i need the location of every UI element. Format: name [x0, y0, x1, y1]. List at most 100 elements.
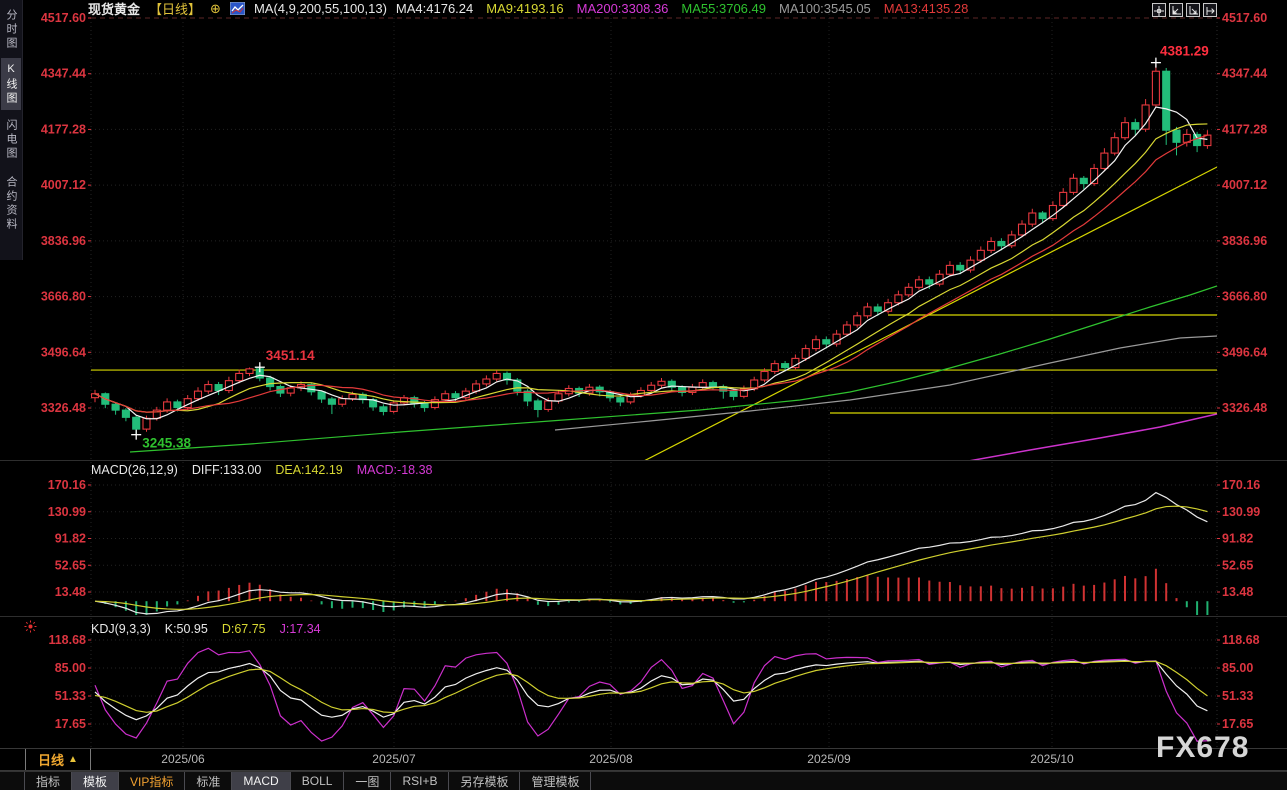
candle-body	[1059, 191, 1068, 207]
candle-body	[626, 394, 635, 403]
candle-body	[451, 393, 460, 399]
macd-dea-line	[94, 505, 1208, 610]
axis-label-right: 3496.64	[1222, 345, 1267, 359]
candle-body	[533, 400, 542, 411]
axis-label-left: 4517.60	[41, 11, 86, 25]
indicator-tab-指标[interactable]: 指标	[24, 772, 73, 790]
macd-hist-value: MACD:-18.38	[356, 463, 433, 477]
candle-body	[1162, 70, 1171, 131]
chart-type-sidebar: 分时图 K线图 闪电图 合约资料	[0, 0, 23, 260]
candle-body	[307, 384, 316, 393]
candle-body	[647, 384, 656, 392]
indicator-tab-管理模板[interactable]: 管理模板	[520, 772, 592, 790]
indicator-tab-bar: 指标 模板 VIP指标 标准 MACD BOLL 一图 RSI+B 另存模板 管理模板	[0, 771, 1287, 790]
candles-layer	[91, 62, 1212, 435]
candle-body	[173, 401, 182, 409]
kdj-j-value: J:17.34	[279, 622, 321, 636]
macd-diff-value: DIFF:133.00	[191, 463, 262, 477]
axis-label-left: 170.16	[48, 478, 86, 492]
candle-body	[379, 406, 388, 412]
kdj-panel	[94, 647, 1208, 742]
axis-label-left: 91.82	[55, 532, 86, 546]
candle-body	[801, 348, 810, 359]
candle-body	[1131, 122, 1140, 130]
indicator-tab-模板[interactable]: 模板	[72, 772, 120, 790]
ma-legend-values: MA4:4176.24 MA9:4193.16 MA200:3308.36 MA55:…	[396, 1, 968, 16]
indicator-tab-一图[interactable]: 一图	[344, 772, 392, 790]
price-annotation-text: 3245.38	[142, 436, 191, 451]
indicator-tab-另存模板[interactable]: 另存模板	[449, 772, 521, 790]
period-label: 日线	[38, 753, 65, 768]
candle-body	[904, 286, 913, 296]
candle-body	[997, 240, 1006, 247]
main-panel	[91, 62, 1217, 460]
ma-line-ma55	[129, 285, 1217, 453]
chart-legend-header: 现货黄金 【日线】 ⊕ MA(4,9,200,55,100,13) MA4:41…	[88, 0, 968, 18]
macd-panel	[94, 491, 1209, 615]
kdj-title: KDJ(9,3,3)	[91, 622, 151, 636]
macd-diff-line	[94, 491, 1208, 615]
axis-label-left: 85.00	[55, 661, 86, 675]
candle-body	[678, 386, 687, 393]
date-axis-label: 2025/10	[1030, 752, 1074, 766]
axis-label-left: 3836.96	[41, 234, 86, 248]
axis-label-left: 4007.12	[41, 178, 86, 192]
candle-body	[492, 372, 501, 380]
candle-body	[348, 393, 357, 400]
axis-label-left: 3666.80	[41, 290, 86, 304]
candle-body	[327, 398, 336, 405]
axis-label-right: 130.99	[1222, 505, 1260, 519]
candle-body	[894, 294, 903, 304]
axis-label-right: 91.82	[1222, 532, 1253, 546]
axis-label-right: 51.33	[1222, 689, 1253, 703]
sidebar-item-lightning-chart[interactable]: 闪电图	[5, 119, 17, 161]
line-chart-icon[interactable]	[229, 1, 246, 16]
indicator-tab-RSI+B[interactable]: RSI+B	[391, 772, 450, 790]
grid-layer	[90, 14, 1218, 747]
sidebar-item-contract-info[interactable]: 合约资料	[5, 176, 17, 232]
candle-body	[1079, 177, 1088, 185]
indicator-settings-icon[interactable]	[24, 620, 37, 633]
crosshair-icon[interactable]	[1152, 3, 1166, 17]
candle-body	[1038, 212, 1047, 220]
candle-body	[595, 386, 604, 393]
candle-body	[739, 388, 748, 397]
axis-label-left: 51.33	[55, 689, 86, 703]
indicator-tab-BOLL[interactable]: BOLL	[291, 772, 345, 790]
ma-legend-item: MA200:3308.36	[576, 1, 669, 16]
axis-right-icon[interactable]	[1186, 3, 1200, 17]
sidebar-item-time-chart[interactable]: 分时图	[5, 9, 17, 51]
add-indicator-icon[interactable]: ⊕	[210, 0, 221, 16]
ma-legend-item: MA13:4135.28	[883, 1, 969, 16]
candle-body	[781, 363, 790, 369]
axis-label-left: 4347.44	[41, 67, 86, 81]
axis-label-right: 85.00	[1222, 661, 1253, 675]
axis-left-icon[interactable]	[1169, 3, 1183, 17]
candle-body	[482, 378, 491, 385]
ma-settings-label: MA(4,9,200,55,100,13)	[253, 1, 387, 16]
candle-body	[111, 403, 120, 411]
period-selector[interactable]: 日线 ▲	[25, 749, 91, 770]
candle-body	[657, 380, 666, 386]
chart-canvas[interactable]: 4517.60 4517.60 4347.44 4347.44 4177.28 4177.…	[0, 0, 1287, 748]
candle-body	[193, 390, 203, 400]
pan-right-icon[interactable]	[1203, 3, 1217, 17]
sidebar-item-kline-chart[interactable]: K线图	[1, 58, 21, 110]
symbol-name: 现货黄金	[88, 2, 141, 17]
candle-body	[987, 240, 996, 251]
indicator-tab-标准[interactable]: 标准	[185, 772, 233, 790]
candle-body	[214, 384, 223, 392]
indicator-tab-VIP指标[interactable]: VIP指标	[119, 772, 186, 790]
candle-body	[1151, 70, 1160, 106]
date-axis-label: 2025/09	[807, 752, 851, 766]
axis-label-left: 3496.64	[41, 345, 86, 359]
axis-label-right: 4347.44	[1222, 67, 1267, 81]
candle-body	[1203, 134, 1212, 147]
candle-body	[163, 401, 172, 411]
indicator-tab-MACD[interactable]: MACD	[232, 772, 291, 790]
axis-label-right: 170.16	[1222, 478, 1260, 492]
candle-body	[1120, 122, 1130, 139]
axis-label-left: 3326.48	[41, 401, 86, 415]
period-tag: 【日线】	[149, 2, 202, 17]
